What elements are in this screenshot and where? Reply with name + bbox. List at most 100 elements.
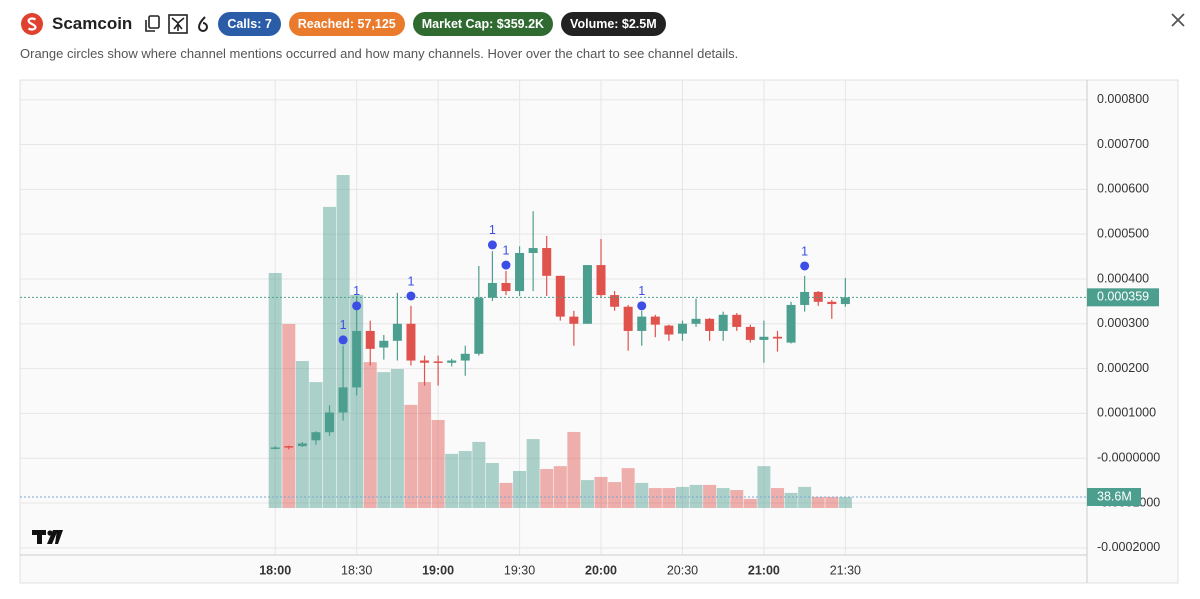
- volume-bar: [445, 453, 459, 508]
- badge: Market Cap: $359.2K: [412, 12, 554, 36]
- candle-body: [352, 330, 362, 388]
- volume-bar: [838, 497, 852, 508]
- chart-frame: [19, 79, 1179, 584]
- mention-marker: [487, 240, 497, 250]
- volume-bar: [811, 496, 825, 508]
- candle-body: [487, 282, 497, 298]
- volume-bar: [662, 488, 676, 508]
- y-tick-label: 0.000500: [1097, 226, 1149, 240]
- candle-body: [718, 314, 728, 331]
- price-label-box: [1087, 288, 1159, 307]
- volume-bar: [458, 451, 472, 508]
- mention-count: 1: [638, 284, 645, 298]
- explorer-icon[interactable]: [196, 15, 210, 33]
- volume-bar: [594, 476, 608, 508]
- volume-label-box: [1087, 488, 1141, 507]
- volume-bar: [526, 439, 540, 508]
- header: Scamcoin Calls: 7 Reached: 57,125 Market…: [20, 11, 666, 37]
- candle-body: [515, 252, 525, 292]
- token-logo: [21, 13, 43, 35]
- volume-bar: [608, 482, 622, 508]
- y-tick-label: -0.0002000: [1097, 540, 1160, 554]
- volume-bar: [635, 482, 649, 508]
- candle-body: [610, 295, 620, 307]
- y-tick-label: 0.000200: [1097, 361, 1149, 375]
- volume-bar: [716, 488, 730, 508]
- mention-marker: [800, 261, 810, 271]
- candle-body: [460, 353, 470, 361]
- volume-bar: [540, 468, 554, 508]
- volume-bar: [309, 382, 323, 508]
- badge: Volume: $2.5M: [561, 12, 666, 36]
- candle-body: [637, 316, 647, 331]
- y-tick-label: 0.000300: [1097, 316, 1149, 330]
- x-tick-label: 19:00: [422, 563, 454, 577]
- candle-body: [270, 447, 280, 449]
- badge: Reached: 57,125: [288, 12, 405, 36]
- mention-count: 1: [353, 284, 360, 298]
- volume-bar: [295, 361, 309, 508]
- candle-body: [365, 330, 375, 349]
- candle-body: [664, 325, 674, 335]
- candle-body: [569, 316, 579, 324]
- badge: Calls: 7: [218, 12, 281, 36]
- mention-count: 1: [340, 318, 347, 332]
- candle-body: [623, 306, 633, 331]
- candle-body: [311, 432, 321, 441]
- close-button[interactable]: [1170, 12, 1186, 28]
- volume-bar: [363, 362, 377, 508]
- candle-body: [800, 291, 810, 305]
- volume-bar: [621, 468, 635, 508]
- mention-count: 1: [407, 274, 414, 288]
- candle-body: [705, 318, 715, 331]
- volume-bar: [825, 496, 839, 508]
- y-tick-label: -0.0000000: [1097, 451, 1160, 465]
- candle-body: [772, 336, 782, 339]
- candle-body: [297, 443, 307, 447]
- candle-body: [542, 248, 552, 276]
- mention-count: 1: [503, 243, 510, 257]
- candle-body: [759, 336, 769, 340]
- volume-bar: [418, 382, 432, 508]
- volume-bar: [485, 462, 499, 508]
- x-tick-label: 21:30: [830, 563, 861, 577]
- volume-bar: [282, 323, 296, 508]
- lion-icon[interactable]: [168, 14, 189, 34]
- candle-body: [447, 360, 457, 363]
- tradingview-logo: [32, 530, 63, 544]
- candle-body: [528, 248, 538, 253]
- volume-bar: [404, 404, 418, 508]
- candle-body: [501, 282, 511, 292]
- y-tick-label: 0.0001000: [1097, 406, 1156, 420]
- candle-body: [420, 360, 430, 363]
- volume-bar: [784, 492, 798, 508]
- candle-body: [284, 446, 294, 448]
- volume-bar: [770, 488, 784, 508]
- x-tick-label: 18:30: [341, 563, 372, 577]
- volume-bar: [431, 419, 445, 508]
- volume-bar: [743, 498, 757, 508]
- volume-bar: [703, 484, 717, 508]
- volume-bar: [268, 272, 282, 508]
- volume-label: 38.6M: [1097, 489, 1132, 503]
- copy-icon[interactable]: [144, 15, 161, 33]
- candle-body: [827, 301, 837, 305]
- mention-marker: [501, 260, 511, 270]
- volume-bar: [689, 484, 703, 508]
- volume-bar: [377, 372, 391, 508]
- y-tick-label: 0.000400: [1097, 271, 1149, 285]
- token-name: Scamcoin: [52, 14, 133, 33]
- mention-marker: [637, 301, 647, 311]
- volume-bar: [472, 441, 486, 508]
- candle-body: [392, 323, 402, 341]
- volume-bar: [675, 486, 689, 508]
- candle-body: [691, 318, 701, 324]
- volume-bar: [648, 488, 662, 508]
- y-tick-label: 0.000800: [1097, 92, 1149, 106]
- candle-body: [745, 326, 755, 340]
- volume-bar: [580, 480, 594, 508]
- candle-body: [813, 291, 823, 302]
- volume-bar: [567, 431, 581, 508]
